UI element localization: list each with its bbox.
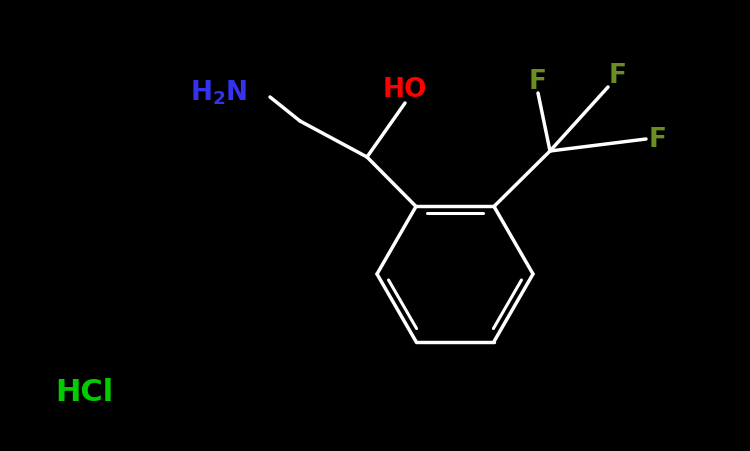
Text: HCl: HCl [55,377,113,407]
Text: F: F [609,63,627,89]
Text: F: F [649,127,667,152]
Text: F: F [529,69,547,95]
Text: $\mathregular{H_2N}$: $\mathregular{H_2N}$ [190,78,248,107]
Text: HO: HO [382,77,427,103]
